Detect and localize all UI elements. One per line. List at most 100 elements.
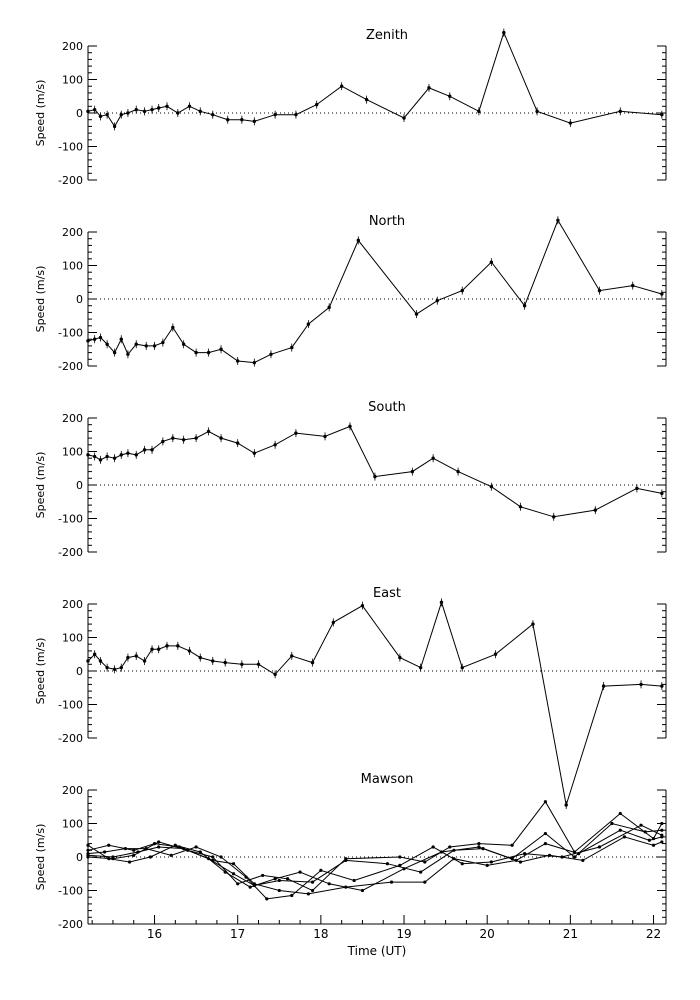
data-point — [169, 853, 173, 857]
data-point — [618, 828, 622, 832]
data-point — [543, 842, 548, 846]
y-tick-label: -100 — [58, 699, 83, 712]
data-point — [423, 860, 427, 864]
data-point — [127, 860, 132, 864]
data-point — [572, 855, 577, 859]
x-tick-label: 21 — [563, 927, 578, 941]
y-tick-label: 100 — [62, 632, 83, 645]
data-point — [431, 845, 435, 849]
data-point — [86, 852, 90, 856]
y-tick-label: 100 — [62, 818, 83, 831]
data-point — [510, 857, 514, 861]
data-point — [310, 880, 315, 884]
x-tick-label: 19 — [396, 927, 411, 941]
data-point — [265, 897, 269, 901]
data-point — [485, 863, 489, 867]
data-point — [103, 850, 107, 854]
data-point — [477, 842, 481, 846]
panel-title: South — [368, 400, 406, 415]
series-line-1 — [87, 600, 662, 806]
data-point — [248, 885, 252, 889]
data-point — [523, 852, 527, 856]
data-point — [651, 836, 656, 841]
data-point — [157, 840, 161, 844]
data-point — [277, 888, 281, 893]
data-point — [244, 875, 248, 879]
data-point — [581, 858, 585, 862]
data-point — [231, 862, 236, 866]
y-axis-label: Speed (m/s) — [34, 266, 47, 333]
y-tick-label: -200 — [58, 360, 83, 373]
data-point — [198, 850, 202, 854]
data-point — [385, 862, 389, 866]
data-point — [651, 843, 656, 847]
data-point — [510, 843, 514, 847]
data-point — [310, 888, 315, 893]
y-tick-label: -200 — [58, 546, 83, 559]
data-point — [148, 855, 152, 859]
data-point — [389, 880, 394, 884]
panel-south: -200 -100 0 100 200 South Speed (m/s) — [34, 400, 667, 559]
y-tick-label: 200 — [62, 40, 83, 53]
y-tick-label: -100 — [58, 141, 83, 154]
data-point — [398, 855, 402, 859]
data-point — [319, 868, 323, 873]
series-line-2 — [87, 836, 662, 887]
data-point — [211, 855, 215, 859]
y-tick-label: 200 — [62, 598, 83, 611]
y-tick-label: -100 — [58, 885, 83, 898]
data-point — [419, 870, 423, 874]
series-line-5 — [87, 800, 663, 892]
data-point — [86, 855, 90, 859]
data-point — [186, 848, 190, 852]
series-line-1 — [87, 31, 662, 128]
data-point — [660, 828, 664, 832]
data-point — [423, 880, 427, 884]
data-point — [543, 831, 548, 836]
data-point — [477, 845, 481, 849]
x-tick-label: 16 — [147, 927, 162, 941]
data-point — [306, 892, 310, 896]
data-point — [157, 845, 161, 849]
y-tick-label: 200 — [62, 412, 83, 425]
data-point — [298, 870, 302, 874]
y-tick-label: 0 — [76, 479, 83, 492]
data-point — [219, 855, 223, 859]
data-point — [597, 845, 602, 849]
data-point — [194, 845, 198, 849]
x-tick-label: 18 — [313, 927, 328, 941]
data-point — [360, 888, 365, 893]
data-point — [236, 882, 240, 886]
y-axis-label: Speed (m/s) — [34, 80, 47, 147]
data-point — [543, 800, 548, 804]
data-point — [277, 878, 281, 883]
panel-zenith: -200 -100 0 100 200 Zenith Speed (m/s) — [34, 28, 667, 187]
data-point — [572, 850, 577, 854]
x-axis-label: Time (UT) — [347, 944, 407, 958]
panel-mawson: -200 -100 0 100 200 Mawson Speed (m/s) — [34, 772, 667, 931]
y-tick-label: 0 — [76, 293, 83, 306]
y-axis-label: Speed (m/s) — [34, 824, 47, 891]
series-line-1 — [87, 425, 662, 518]
data-point — [618, 811, 622, 816]
y-tick-label: 100 — [62, 74, 83, 87]
data-point — [402, 867, 406, 871]
y-tick-label: -100 — [58, 327, 83, 340]
y-tick-label: -100 — [58, 513, 83, 526]
y-tick-label: 200 — [62, 226, 83, 239]
data-point — [86, 843, 90, 847]
data-point — [86, 848, 90, 852]
y-tick-label: 200 — [62, 784, 83, 797]
y-tick-label: -200 — [58, 918, 83, 931]
data-point — [518, 860, 523, 864]
data-point — [448, 845, 452, 849]
x-tick-label: 20 — [480, 927, 495, 941]
data-point — [290, 893, 294, 898]
data-point — [622, 835, 627, 839]
data-point — [560, 855, 564, 859]
series-line-1 — [87, 219, 662, 364]
y-tick-label: -200 — [58, 732, 83, 745]
panel-title: Mawson — [361, 772, 414, 787]
data-point — [398, 863, 402, 867]
